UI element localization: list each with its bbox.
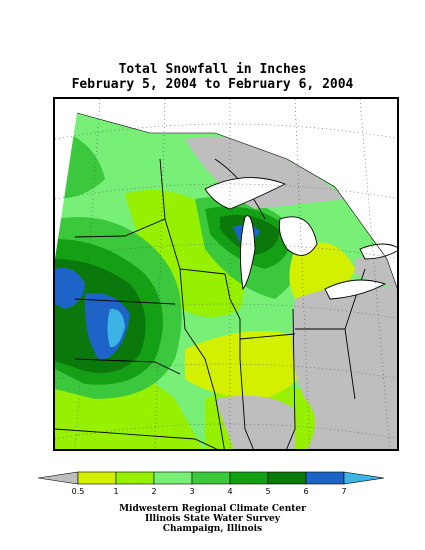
legend-swatch xyxy=(153,471,193,485)
no-snow-area xyxy=(185,136,345,209)
snowfall-gt7-area xyxy=(107,308,125,348)
legend-tick-label: 7 xyxy=(341,487,347,496)
legend-tick-label: 6 xyxy=(303,487,309,496)
legend-tick-label: 0.5 xyxy=(71,487,85,496)
legend-tick-label: 1 xyxy=(113,487,119,496)
snowfall-legend: 0.5 1 2 3 4 5 6 7 xyxy=(37,470,388,500)
domain-edge xyxy=(76,112,397,289)
legend-above-range-swatch xyxy=(343,471,385,485)
lake-huron xyxy=(278,216,318,256)
legend-tick-label: 4 xyxy=(227,487,233,496)
legend-swatch xyxy=(115,471,155,485)
graticule xyxy=(55,99,397,449)
snowfall-map xyxy=(53,97,399,451)
lake-ontario xyxy=(359,243,397,260)
lake-michigan xyxy=(239,215,256,291)
map-title: Total Snowfall in Inches xyxy=(118,62,307,77)
legend-swatch xyxy=(77,471,117,485)
legend-swatch xyxy=(267,471,307,485)
credit-location: Champaign, Illinois xyxy=(162,524,263,534)
credit-organization: Midwestern Regional Climate Center xyxy=(119,504,306,514)
great-lakes xyxy=(204,177,397,300)
no-snow-area xyxy=(291,285,397,449)
legend-swatch xyxy=(305,471,345,485)
legend-tick-label: 2 xyxy=(151,487,157,496)
legend-tick-label: 3 xyxy=(189,487,195,496)
map-date-range: February 5, 2004 to February 6, 2004 xyxy=(71,77,354,92)
snowfall-lt1-area xyxy=(185,331,310,399)
legend-swatch xyxy=(229,471,269,485)
credit-survey: Illinois State Water Survey xyxy=(144,514,281,524)
legend-swatch xyxy=(191,471,231,485)
lake-superior xyxy=(204,177,287,210)
snowfall-shading xyxy=(55,113,397,449)
legend-below-range-swatch xyxy=(37,471,79,485)
state-borders xyxy=(55,158,366,449)
legend-tick-label: 5 xyxy=(265,487,271,496)
lake-erie xyxy=(324,279,387,300)
